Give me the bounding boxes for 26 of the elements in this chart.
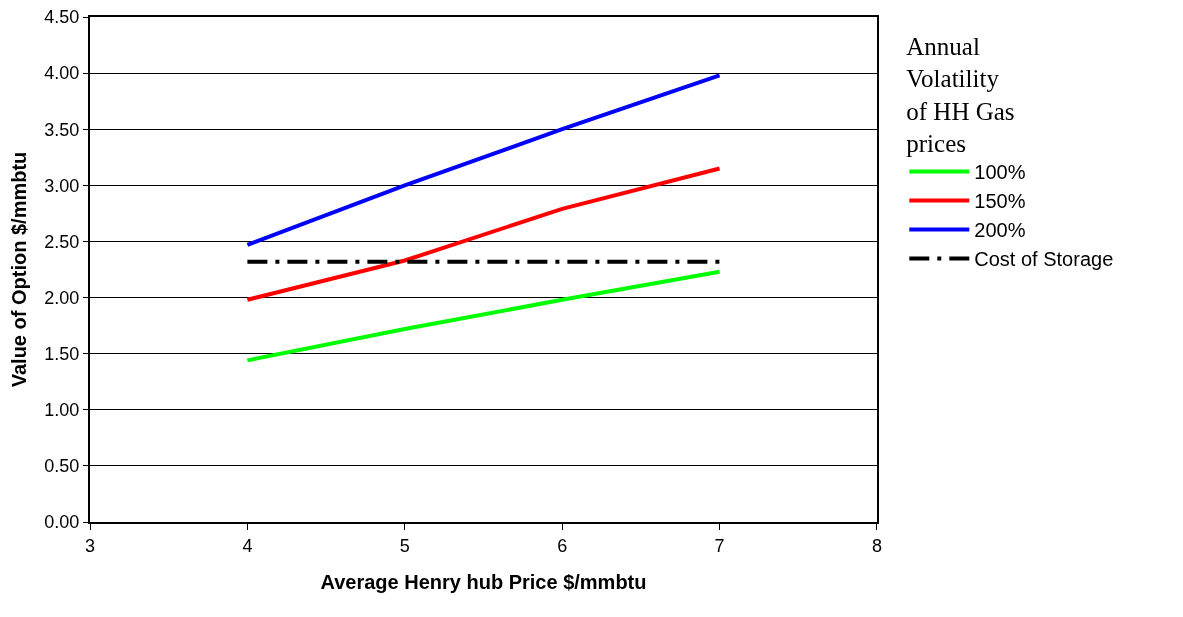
y-tick-label: 1.50 bbox=[44, 343, 80, 364]
line-series bbox=[245, 73, 722, 247]
y-tick-label: 0.50 bbox=[44, 456, 80, 477]
legend-title: Annual Volatility of HH Gas prices bbox=[906, 32, 1015, 158]
y-tick-label: 4.50 bbox=[44, 7, 80, 28]
x-tick-label: 3 bbox=[84, 535, 96, 556]
legend-label: 200% bbox=[974, 219, 1026, 242]
y-tick-label: 1.00 bbox=[44, 400, 80, 421]
x-tick-label: 4 bbox=[242, 535, 253, 556]
y-tick-label: 2.00 bbox=[44, 287, 80, 308]
x-tick-label: 5 bbox=[399, 535, 410, 556]
y-tick-label: 3.00 bbox=[44, 175, 80, 196]
line-series bbox=[245, 166, 722, 302]
y-tick-label: 2.50 bbox=[44, 231, 80, 252]
legend-label: 150% bbox=[974, 190, 1026, 213]
legend-label: Cost of Storage bbox=[974, 248, 1114, 271]
legend-label: 100% bbox=[974, 161, 1026, 184]
x-axis-title: Average Henry hub Price $/mmbtu bbox=[320, 570, 647, 593]
y-tick-label: 0.00 bbox=[44, 512, 80, 533]
x-tick-label: 6 bbox=[557, 535, 568, 556]
y-tick-label: 4.00 bbox=[44, 63, 80, 84]
x-tick-label: 7 bbox=[714, 535, 725, 556]
x-tick-label: 8 bbox=[871, 535, 882, 556]
line-series bbox=[245, 269, 722, 363]
y-tick-label: 3.50 bbox=[44, 119, 80, 140]
y-axis-title: Value of Option $/mmbtu bbox=[8, 151, 31, 388]
